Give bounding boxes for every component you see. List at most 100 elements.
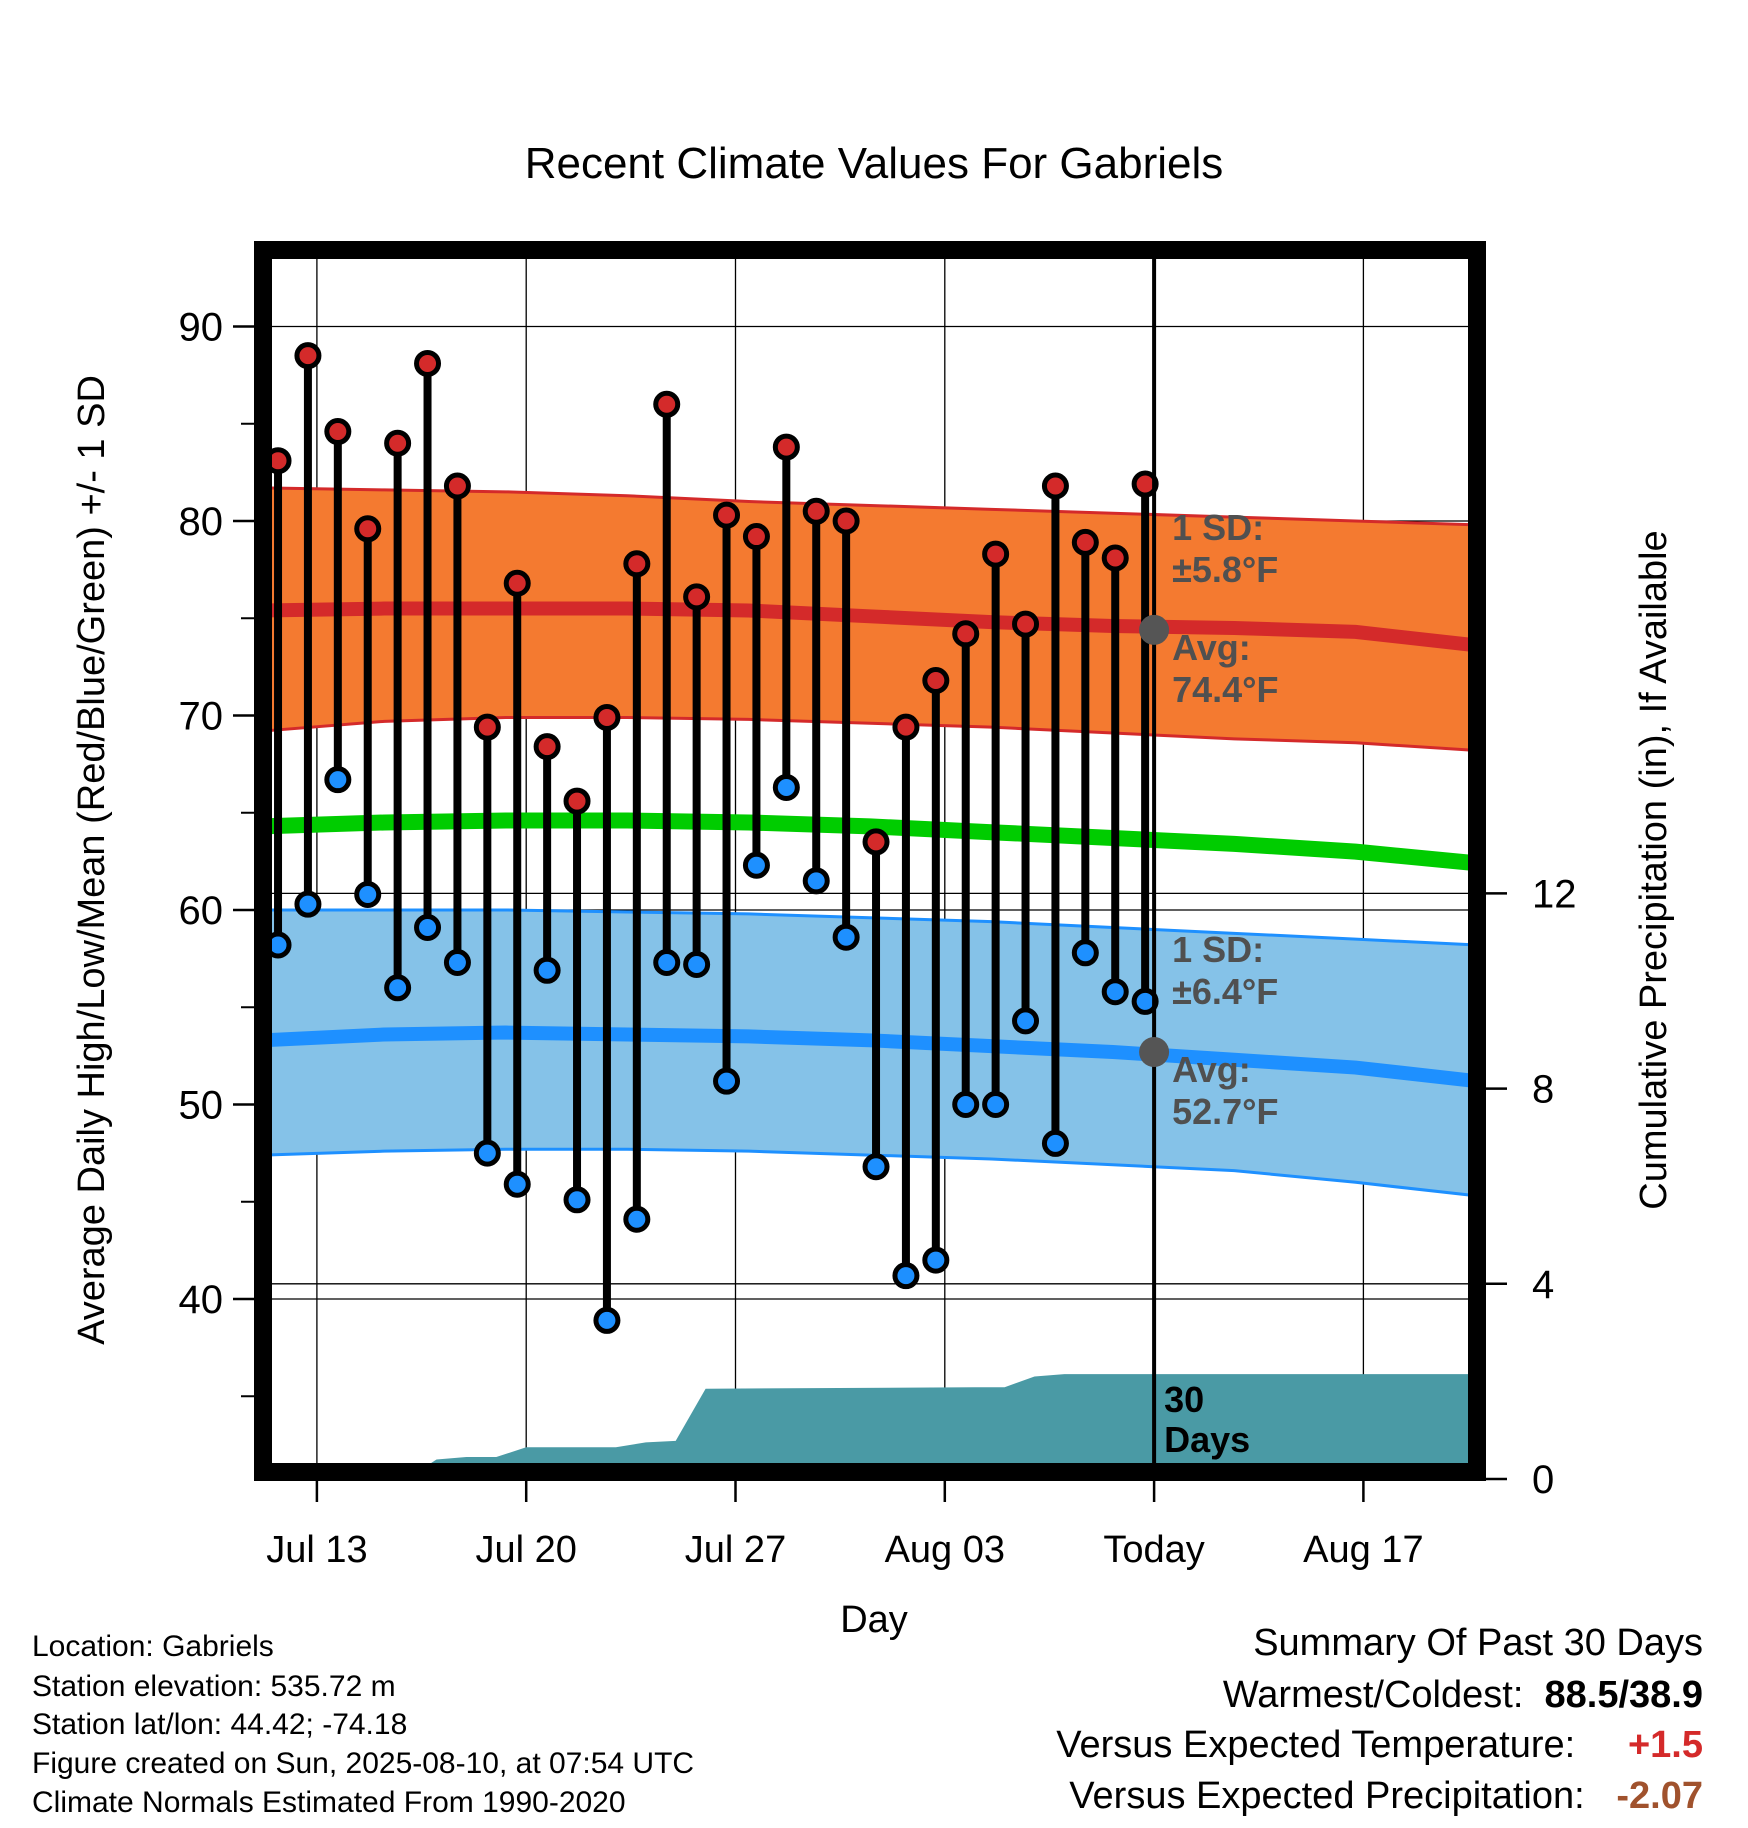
summary-warmest-value: 88.5/38.9 — [1544, 1674, 1703, 1716]
y2-axis-label: Cumulative Precipitation (in), If Availa… — [1633, 530, 1675, 1209]
observed-high-point — [653, 390, 681, 418]
y-tick-label: 40 — [179, 1278, 224, 1322]
x-axis-label: Day — [840, 1599, 908, 1641]
summary-temp: Versus Expected Temperature: +1.5 — [1056, 1724, 1703, 1767]
observed-low-point — [1041, 1129, 1069, 1157]
x-tick-label: Jul 27 — [685, 1529, 786, 1571]
summary-title: Summary Of Past 30 Days — [1253, 1622, 1703, 1664]
low-sd-value: ±6.4°F — [1172, 971, 1278, 1012]
observed-low-point — [623, 1205, 651, 1233]
observed-low-point — [922, 1246, 950, 1274]
y-tick-label: 80 — [179, 500, 224, 544]
y2-tick-label: 4 — [1532, 1263, 1554, 1307]
y2-tick-label: 8 — [1532, 1068, 1554, 1112]
observed-low-point — [952, 1091, 980, 1118]
window-label-days: Days — [1164, 1419, 1250, 1460]
normal-bands — [262, 486, 1478, 1198]
summary-precip: Versus Expected Precipitation: -2.07 — [1069, 1775, 1703, 1818]
observed-high-point — [742, 523, 770, 551]
summary-temp-value: +1.5 — [1627, 1724, 1703, 1766]
observed-high-point — [384, 429, 412, 457]
observed-high-point — [952, 620, 980, 648]
observed-low-point — [324, 766, 352, 794]
axes: 40 50 60 70 80 90 0 4 8 12 Jul 13 Jul 20 Jul 27 Aug 0… — [179, 241, 1577, 1571]
observed-low-point — [772, 773, 800, 801]
low-avg-value: 52.7°F — [1172, 1091, 1278, 1132]
info-location: Location: Gabriels — [32, 1630, 274, 1663]
normal-high-line — [262, 601, 1478, 653]
precip-area — [406, 1374, 1478, 1479]
observed-high-point — [1041, 472, 1069, 500]
observed-high-point — [593, 703, 621, 731]
observed-low-point — [862, 1153, 890, 1181]
grid — [263, 250, 1477, 1472]
observed-low-point — [384, 974, 412, 1002]
low-band-upper — [263, 908, 1478, 947]
observed-high-point — [443, 472, 471, 500]
summary-precip-label: Versus Expected Precipitation: — [1069, 1775, 1585, 1817]
observed-high-point — [324, 418, 352, 446]
summary-warmest-label: Warmest/Coldest: — [1222, 1674, 1524, 1716]
window-label-30: 30 — [1164, 1379, 1204, 1420]
y-tick-label: 60 — [179, 889, 224, 933]
observed-high-point — [892, 713, 920, 741]
observed-low-point — [982, 1091, 1010, 1118]
observed-low-point — [1131, 987, 1159, 1015]
normal-mean-line — [262, 812, 1478, 872]
observed-high-point — [1012, 610, 1040, 638]
info-latlon: Station lat/lon: 44.42; -74.18 — [32, 1708, 408, 1741]
x-tick-label: Jul 13 — [266, 1529, 367, 1571]
normal-low-line — [262, 1025, 1478, 1089]
info-elevation: Station elevation: 535.72 m — [32, 1670, 396, 1703]
observed-high-point — [832, 507, 860, 535]
observed-high-point — [1131, 470, 1159, 498]
observed-high-point — [862, 828, 890, 856]
low-avg-label: Avg: — [1172, 1049, 1251, 1090]
observed-low-point — [1101, 978, 1129, 1006]
y2-tick-label: 0 — [1532, 1458, 1554, 1502]
observed-low-point — [892, 1262, 920, 1290]
x-tick-label: Jul 20 — [475, 1529, 576, 1571]
y-axis-label: Average Daily High/Low/Mean (Red/Blue/Gr… — [71, 375, 113, 1345]
high-band-lower — [262, 715, 1478, 753]
high-sd-label: 1 SD: — [1172, 507, 1264, 548]
observed-high-point — [683, 583, 711, 611]
y-tick-label: 90 — [179, 306, 224, 350]
observed-high-point — [473, 713, 501, 741]
observed-low-point — [533, 956, 561, 984]
low-band — [263, 910, 1477, 1196]
low-sd-label: 1 SD: — [1172, 929, 1264, 970]
observed-high-point — [563, 787, 591, 815]
observed-low-point — [414, 914, 442, 942]
x-tick-label: Aug 03 — [885, 1529, 1005, 1571]
observed-bars — [264, 342, 1159, 1334]
observed-low-point — [593, 1306, 621, 1334]
observed-low-point — [713, 1067, 741, 1095]
observed-high-point — [1101, 544, 1129, 572]
plot-frame — [254, 241, 1486, 1481]
y2-tick-label: 12 — [1532, 872, 1577, 916]
summary-temp-label: Versus Expected Temperature: — [1056, 1724, 1576, 1766]
info-normals: Climate Normals Estimated From 1990-2020 — [32, 1786, 626, 1819]
observed-high-point — [533, 733, 561, 761]
x-tick-label: Today — [1103, 1529, 1204, 1571]
observed-low-point — [832, 923, 860, 951]
observed-low-point — [473, 1139, 501, 1167]
observed-low-point — [802, 867, 830, 895]
observed-high-point — [623, 550, 651, 578]
high-avg-value: 74.4°F — [1172, 669, 1278, 710]
observed-low-point — [503, 1170, 531, 1198]
observed-low-point — [1071, 939, 1099, 967]
observed-low-point — [354, 880, 382, 908]
observed-high-point — [503, 569, 531, 597]
y-tick-label: 50 — [179, 1084, 224, 1128]
observed-high-point — [982, 540, 1010, 568]
observed-high-point — [414, 349, 442, 377]
summary-precip-value: -2.07 — [1616, 1775, 1703, 1817]
precip-fill — [406, 1374, 1478, 1479]
y-tick-label: 70 — [179, 695, 224, 739]
observed-high-point — [922, 666, 950, 694]
observed-low-point — [742, 851, 770, 879]
